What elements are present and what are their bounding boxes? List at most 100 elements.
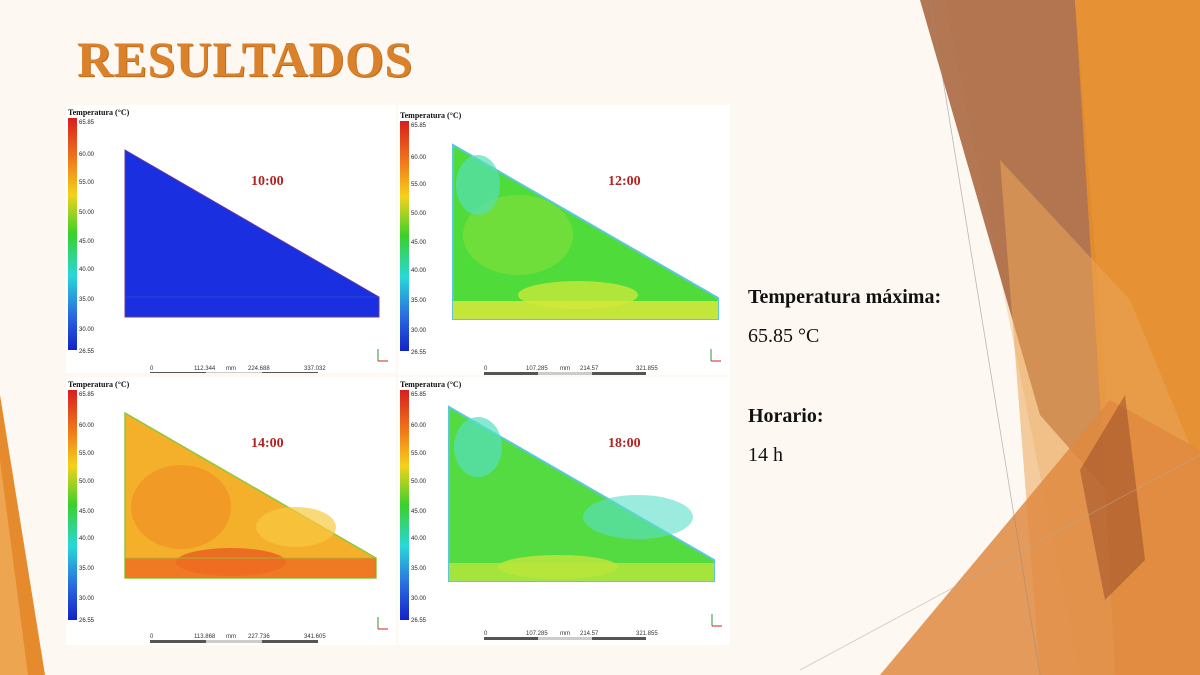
base-strip (449, 563, 714, 581)
heat-blob (463, 195, 573, 275)
legend-tick-55: 55.00 (79, 180, 95, 186)
legend-tick-45: 45.00 (411, 240, 427, 246)
scale-bar-c (262, 640, 318, 643)
color-scale-bar (400, 390, 409, 620)
legend-title: Temperatura (°C) (68, 108, 130, 117)
legend-tick-40: 40.00 (79, 536, 95, 542)
legend-tick-30: 30.00 (411, 328, 427, 334)
legend-title: Temperatura (°C) (68, 380, 130, 389)
base-strip (453, 301, 718, 319)
time-label: 18:00 (608, 436, 641, 451)
scale-label-unit: mm (226, 366, 236, 372)
legend-tick-60: 60.00 (79, 423, 95, 429)
legend-tick-50: 50.00 (411, 211, 427, 217)
scale-label-1: 113.868 (194, 634, 216, 640)
legend-title: Temperatura (°C) (400, 111, 462, 120)
scale-label-2: 214.57 (580, 366, 599, 372)
legend-tick-max: 65.85 (411, 123, 427, 129)
legend-tick-max: 65.85 (79, 120, 95, 126)
color-scale-bar (400, 121, 409, 351)
scale-bar-b (538, 637, 592, 640)
warm-blob (256, 507, 336, 547)
legend-tick-min: 26.55 (79, 349, 95, 355)
legend-tick-35: 35.00 (411, 298, 427, 304)
axis-triad-icon (711, 614, 722, 627)
scale-bar-c (592, 637, 646, 640)
schedule-label: Horario: (748, 405, 824, 427)
time-label: 12:00 (608, 174, 641, 189)
cool-blob-2 (583, 495, 693, 539)
legend-tick-35: 35.00 (411, 566, 427, 572)
scale-label-3: 341.605 (304, 634, 326, 640)
deco-line-2 (799, 454, 1200, 671)
time-label: 10:00 (251, 174, 284, 189)
scale-label-unit: mm (226, 634, 236, 640)
legend-tick-60: 60.00 (79, 152, 95, 158)
thermal-panel-1000-graphic: Temperatura (°C) 65.85 60.00 55.00 50.00… (68, 108, 388, 373)
scale-bar-b (538, 372, 592, 375)
schedule-value: 14 h (748, 444, 783, 466)
scale-bar-a (150, 372, 206, 373)
legend-tick-30: 30.00 (79, 596, 95, 602)
legend-tick-60: 60.00 (411, 423, 427, 429)
legend-tick-55: 55.00 (411, 451, 427, 457)
legend-tick-30: 30.00 (411, 596, 427, 602)
legend-tick-40: 40.00 (79, 267, 95, 273)
thermal-panel-1200: Temperatura (°C) 65.85 60.00 55.00 50.00… (398, 105, 730, 375)
scale-label-3: 337.032 (304, 366, 326, 372)
legend-tick-max: 65.85 (411, 392, 427, 398)
deco-line-1 (929, 0, 1041, 675)
legend-tick-55: 55.00 (411, 182, 427, 188)
max-temp-label: Temperatura máxima: (748, 286, 942, 308)
legend-tick-min: 26.55 (79, 618, 95, 624)
deco-shape-dark (1080, 395, 1145, 600)
legend-tick-min: 26.55 (411, 350, 427, 356)
legend-ticks: 65.85 60.00 55.00 50.00 45.00 40.00 35.0… (411, 123, 427, 356)
legend-title: Temperatura (°C) (400, 380, 462, 389)
scale-label-1: 107.285 (526, 631, 548, 637)
cool-blob (456, 155, 500, 215)
scale-ruler: 0 112.344 mm 224.688 337.032 (150, 366, 326, 373)
scale-label-2: 214.57 (580, 631, 599, 637)
scale-bar-c (592, 372, 646, 375)
scale-label-0: 0 (150, 634, 154, 640)
legend-tick-45: 45.00 (411, 509, 427, 515)
scale-ruler: 0 107.285 mm 214.57 321.855 (484, 631, 658, 640)
legend-tick-45: 45.00 (79, 239, 95, 245)
thermal-panel-1200-graphic: Temperatura (°C) 65.85 60.00 55.00 50.00… (400, 111, 721, 375)
axis-triad-icon (377, 617, 388, 630)
scale-label-2: 224.688 (248, 366, 270, 372)
scale-label-1: 107.285 (526, 366, 548, 372)
thermal-panel-1800: Temperatura (°C) 65.85 60.00 55.00 50.00… (398, 377, 730, 645)
thermal-panel-1000: Temperatura (°C) 65.85 60.00 55.00 50.00… (66, 105, 396, 373)
scale-bar-b (206, 372, 262, 373)
legend-tick-30: 30.00 (79, 327, 95, 333)
scale-label-1: 112.344 (194, 366, 216, 372)
heat-blob (131, 465, 231, 549)
scale-label-3: 321.855 (636, 631, 658, 637)
scale-bar-a (484, 372, 538, 375)
legend-tick-45: 45.00 (79, 509, 95, 515)
legend-tick-40: 40.00 (411, 268, 427, 274)
deco-shape-left-light (0, 460, 28, 675)
color-scale-bar (68, 118, 77, 350)
legend-tick-35: 35.00 (79, 566, 95, 572)
scale-bar-c (262, 372, 318, 373)
scale-label-unit: mm (560, 631, 570, 637)
slide-title: RESULTADOS (77, 31, 413, 87)
legend-tick-50: 50.00 (411, 479, 427, 485)
legend-tick-50: 50.00 (79, 210, 95, 216)
legend-tick-max: 65.85 (79, 392, 95, 398)
color-scale-bar (68, 390, 77, 620)
axis-triad-icon (710, 349, 721, 362)
legend-tick-55: 55.00 (79, 451, 95, 457)
max-temp-value: 65.85 °C (748, 325, 820, 347)
axis-triad-icon (377, 349, 388, 362)
triangle-section (124, 149, 380, 318)
scale-bar-a (484, 637, 538, 640)
base-strip (125, 558, 376, 578)
legend-tick-35: 35.00 (79, 297, 95, 303)
legend-tick-40: 40.00 (411, 536, 427, 542)
